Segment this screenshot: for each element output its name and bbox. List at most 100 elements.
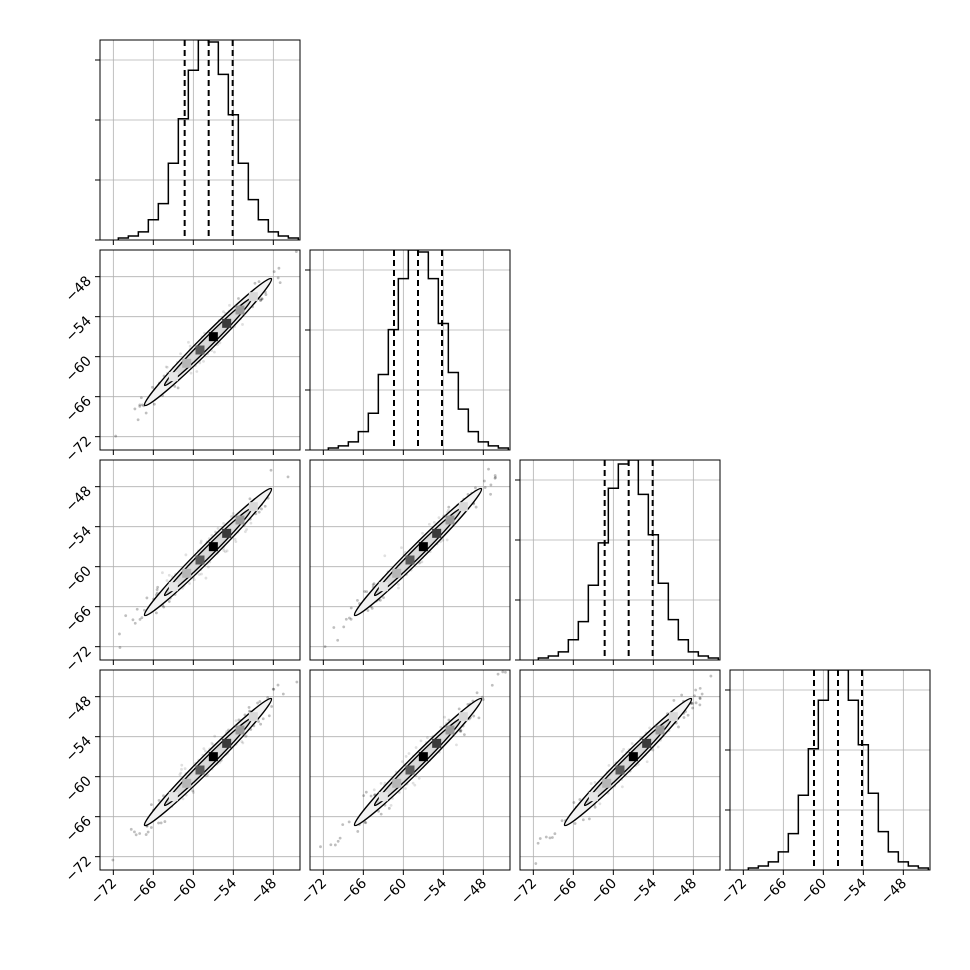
density-cell (445, 515, 455, 525)
sample-point (180, 767, 183, 771)
density-cell (168, 372, 178, 382)
sample-point (222, 310, 225, 314)
density-cell (248, 502, 258, 512)
sample-point (389, 803, 393, 807)
sample-point (234, 540, 238, 544)
sample-point (332, 626, 336, 629)
sample-point (222, 521, 225, 525)
sample-point (249, 521, 253, 525)
sample-point (344, 617, 348, 621)
sample-point (551, 836, 554, 839)
x-tick-label: −60 (798, 876, 830, 908)
sample-point (178, 773, 182, 777)
density-cell (235, 515, 245, 525)
sample-point (191, 789, 195, 793)
density-cell (628, 752, 638, 762)
panel-frame (729, 669, 931, 871)
sample-point (487, 467, 490, 471)
density-cell (405, 555, 415, 565)
density-cell (378, 582, 388, 592)
x-tick-label: −54 (418, 875, 450, 907)
y-tick-label: −48 (63, 483, 95, 515)
sample-point (371, 583, 375, 587)
sample-point (396, 583, 400, 586)
sample-point (243, 530, 247, 534)
sample-point (481, 698, 485, 701)
x-tick-label: −66 (758, 875, 790, 907)
sample-point (680, 693, 684, 697)
sample-point (276, 276, 280, 280)
sample-point (188, 344, 192, 348)
density-cell (182, 778, 192, 788)
sample-point (111, 858, 115, 862)
sample-point (490, 683, 494, 687)
sample-point (152, 402, 156, 406)
panel-3-2: −72 −66 −60 −54 −48 (508, 667, 721, 908)
sample-point (538, 837, 542, 840)
sample-point (167, 600, 171, 603)
x-tick-label: −72 (88, 876, 120, 908)
sample-point (259, 299, 262, 302)
y-tick-label: −72 (63, 433, 95, 465)
x-tick-label: −60 (588, 876, 620, 908)
density-cell (418, 752, 428, 762)
sample-point (622, 747, 626, 751)
sample-point (146, 830, 150, 834)
panel-frame (99, 39, 301, 241)
density-cell (588, 792, 598, 802)
y-tick-label: −66 (63, 393, 95, 425)
sample-point (620, 750, 624, 753)
sample-point (648, 726, 651, 730)
sample-point (210, 534, 214, 537)
sample-point (206, 773, 210, 777)
panel-3-0: −72−66−60−54−48−72 −66 −60 −54 −48 (63, 669, 301, 908)
sample-point (266, 696, 270, 699)
sample-point (362, 794, 366, 798)
density-cell (445, 725, 455, 735)
density-cell (208, 332, 218, 342)
sample-point (270, 705, 274, 708)
y-tick-label: −54 (63, 313, 95, 345)
sample-point (459, 730, 462, 733)
y-tick-label: −54 (63, 523, 95, 555)
y-tick-label: −60 (63, 773, 95, 805)
sample-point (553, 832, 557, 836)
y-tick-label: −66 (63, 603, 95, 635)
density-cell (615, 765, 625, 775)
x-tick-label: −48 (668, 876, 700, 908)
density-cell (392, 778, 402, 788)
x-tick-label: −66 (338, 875, 370, 907)
sample-point (437, 516, 441, 520)
sample-point (176, 386, 180, 390)
sample-point (183, 767, 187, 770)
density-cell (458, 712, 468, 722)
sample-point (713, 667, 716, 670)
sample-point (295, 680, 299, 684)
panel-2-0: −72 −66 −60 −54 −48 (63, 459, 301, 675)
density-cell (195, 345, 205, 355)
sample-point (709, 674, 713, 678)
sample-point (281, 692, 285, 696)
sample-point (347, 820, 351, 824)
sample-point (133, 830, 136, 834)
sample-point (455, 743, 458, 747)
sample-point (245, 528, 248, 531)
sample-point (419, 739, 423, 743)
sample-point (698, 696, 702, 700)
sample-point (544, 835, 548, 839)
panel-1-1 (305, 249, 511, 455)
sample-point (593, 805, 597, 809)
panel-frame (309, 459, 511, 661)
sample-point (197, 573, 201, 576)
density-cell (432, 738, 442, 748)
sample-point (336, 638, 340, 642)
sample-point (417, 777, 421, 780)
sample-point (184, 553, 188, 557)
sample-point (363, 590, 367, 593)
sample-point (157, 821, 160, 825)
density-cell (222, 528, 232, 538)
sample-point (496, 672, 500, 676)
sample-point (383, 554, 387, 558)
sample-point (493, 476, 497, 480)
sample-point (560, 819, 564, 823)
